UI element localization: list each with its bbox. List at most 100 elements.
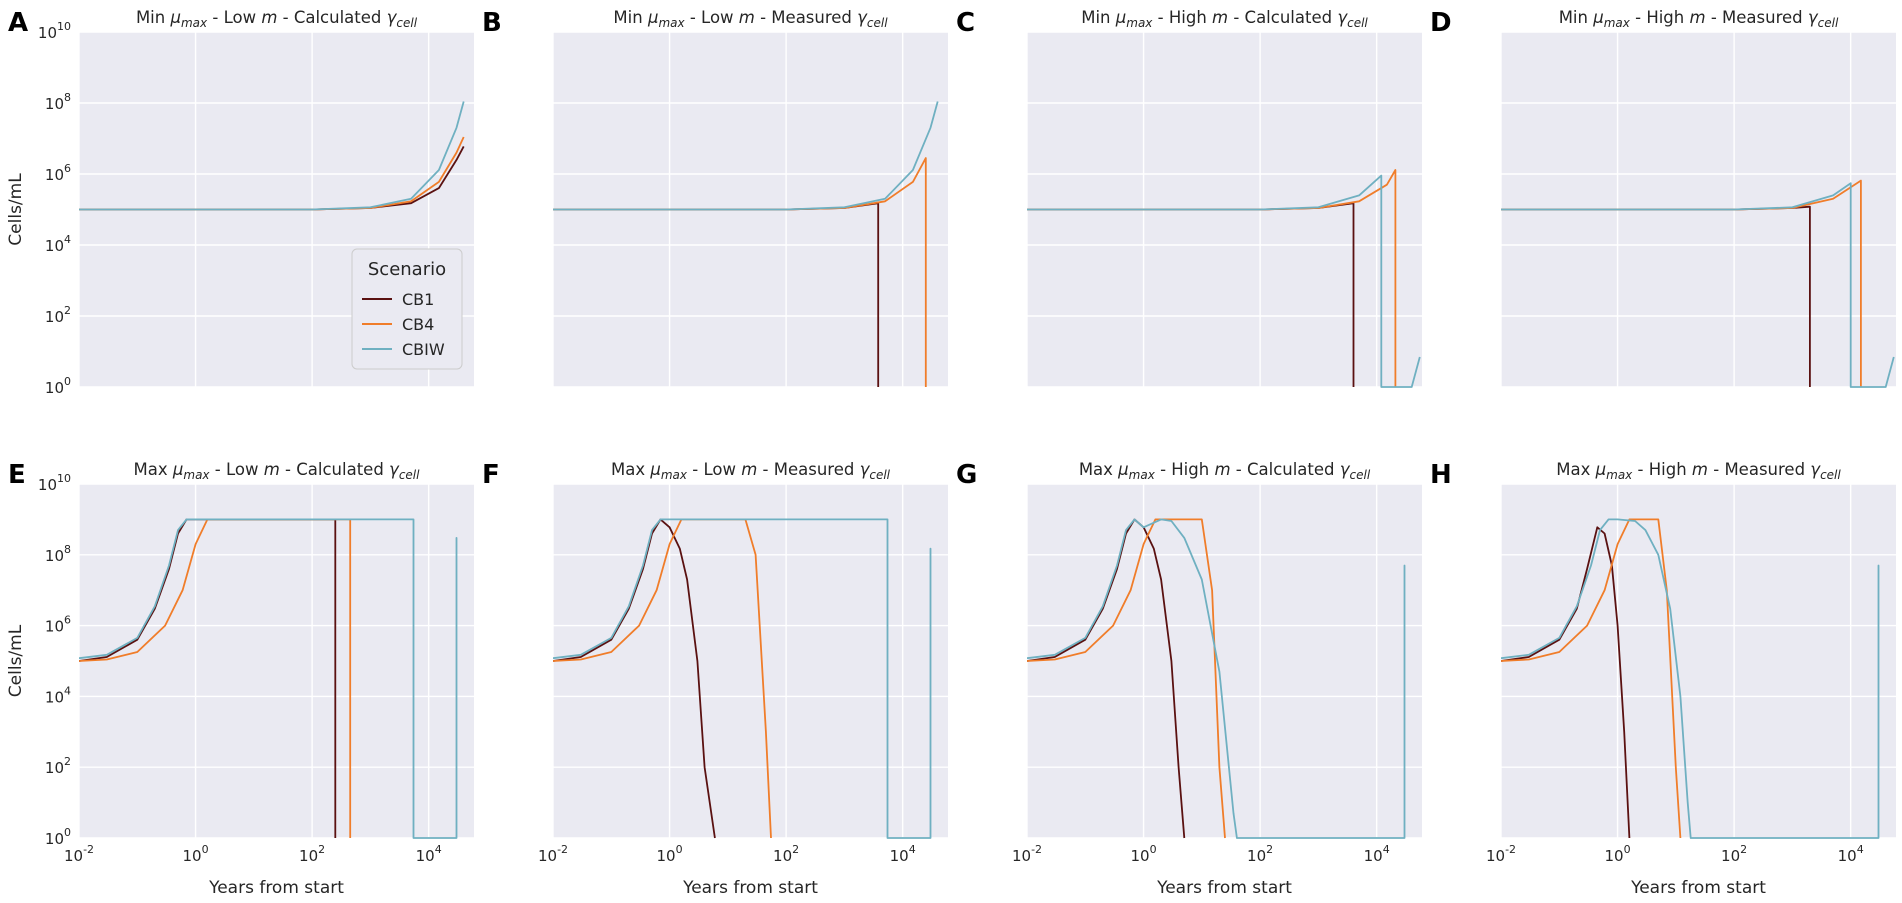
title-mu-sub: max xyxy=(1606,468,1633,482)
x-tick-label-exp: 4 xyxy=(1857,843,1864,856)
panel-C: C Min μmax - High m - Calculated γcell xyxy=(956,8,1422,388)
y-tick-label-base: 10 xyxy=(45,237,64,255)
x-tick-label: 100 xyxy=(1605,843,1631,865)
series-line-cbiw xyxy=(553,101,939,211)
legend: Scenario CB1 CB4 CBIW xyxy=(351,248,463,370)
title-prefix: Min xyxy=(1559,8,1594,27)
x-tick-label-base: 10 xyxy=(1721,847,1740,865)
panel-D: D Min μmax - High m - Measured γcell xyxy=(1430,8,1896,388)
title-mu: μ xyxy=(1115,8,1127,27)
x-axis-label: Years from start xyxy=(1630,878,1766,898)
panel-E-series xyxy=(79,518,458,839)
panel-C-series xyxy=(1027,169,1421,388)
panel-title: Max μmax - Low m - Calculated γcell xyxy=(134,460,421,482)
title-m: m xyxy=(1690,8,1706,27)
y-tick-label-base: 10 xyxy=(45,688,64,706)
panel-title: Max μmax - Low m - Measured γcell xyxy=(611,460,891,482)
title-m: m xyxy=(1692,460,1708,479)
x-tick-label-base: 10 xyxy=(773,847,792,865)
x-tick-label: 10-2 xyxy=(1012,843,1042,865)
x-tick-label-base: 10 xyxy=(1131,847,1150,865)
title-middle: - High xyxy=(1152,8,1212,27)
y-tick-label-exp: 10 xyxy=(57,472,71,485)
panel-G-series xyxy=(1027,518,1406,839)
title-gamma-sub: cell xyxy=(869,468,890,482)
y-tick-label-exp: 4 xyxy=(64,233,71,246)
title-gamma: γ xyxy=(1810,460,1821,479)
x-tick-label: 102 xyxy=(1721,843,1747,865)
x-tick-label: 102 xyxy=(1247,843,1273,865)
panel-title: Min μmax - High m - Measured γcell xyxy=(1559,8,1839,30)
title-prefix: Max xyxy=(1079,460,1118,479)
y-tick-label: 106 xyxy=(45,162,71,184)
panel-H-series xyxy=(1501,518,1880,839)
panel-G-background xyxy=(1027,484,1422,838)
x-tick-label-base: 10 xyxy=(1247,847,1266,865)
title-mu-sub: max xyxy=(183,468,210,482)
title-middle: - Low xyxy=(687,460,741,479)
x-tick-label: 104 xyxy=(416,843,442,865)
y-tick-label-exp: 0 xyxy=(64,375,71,388)
panel-F-series xyxy=(553,518,932,839)
legend-box xyxy=(351,248,463,370)
x-tick-label: 10-2 xyxy=(1486,843,1516,865)
title-mu-sub: max xyxy=(661,468,688,482)
series-line-cb4 xyxy=(553,518,772,839)
legend-label-cbiw: CBIW xyxy=(402,340,445,359)
x-tick-label-exp: -2 xyxy=(1031,843,1042,856)
y-tick-label: 108 xyxy=(45,543,71,565)
x-tick-label: 10-2 xyxy=(64,843,94,865)
panel-label: B xyxy=(482,8,502,38)
y-tick-label-base: 10 xyxy=(45,759,64,777)
title-tail: - Measured xyxy=(1706,8,1808,27)
x-tick-label-base: 10 xyxy=(890,847,909,865)
x-tick-label-exp: 4 xyxy=(909,843,916,856)
y-tick-label: 104 xyxy=(45,684,71,706)
title-gamma: γ xyxy=(387,8,398,27)
title-prefix: Min xyxy=(1081,8,1116,27)
title-mu: μ xyxy=(647,8,659,27)
title-m: m xyxy=(1212,8,1228,27)
title-gamma: γ xyxy=(1808,8,1819,27)
y-tick-label-base: 10 xyxy=(45,308,64,326)
title-prefix: Min xyxy=(613,8,648,27)
x-tick-label: 100 xyxy=(657,843,683,865)
title-mu: μ xyxy=(1595,460,1607,479)
x-tick-label-exp: -2 xyxy=(83,843,94,856)
y-tick-label: 1010 xyxy=(38,20,71,42)
title-tail: - Measured xyxy=(1708,460,1810,479)
title-m: m xyxy=(261,8,277,27)
title-middle: - Low xyxy=(207,8,261,27)
title-m: m xyxy=(264,460,280,479)
title-middle: - High xyxy=(1155,460,1215,479)
x-tick-label-base: 10 xyxy=(64,847,83,865)
series-line-cbiw xyxy=(1501,518,1880,839)
title-tail: - Calculated xyxy=(277,8,386,27)
x-tick-label: 100 xyxy=(1131,843,1157,865)
title-mu-sub: max xyxy=(1604,16,1631,30)
x-tick-label-base: 10 xyxy=(1838,847,1857,865)
y-tick-label-base: 10 xyxy=(38,476,57,494)
y-tick-label-base: 10 xyxy=(45,830,64,848)
x-axis-label: Years from start xyxy=(208,878,344,898)
title-mu-sub: max xyxy=(181,16,208,30)
series-line-cbiw xyxy=(1501,182,1895,388)
panel-label: G xyxy=(956,460,977,490)
x-tick-label-base: 10 xyxy=(299,847,318,865)
x-tick-label-exp: 2 xyxy=(1266,843,1273,856)
title-tail: - Calculated xyxy=(1231,460,1340,479)
title-m: m xyxy=(741,460,757,479)
title-middle: - Low xyxy=(210,460,264,479)
series-line-cb1 xyxy=(1501,526,1631,839)
x-tick-label: 10-2 xyxy=(538,843,568,865)
x-axis-label: Years from start xyxy=(682,878,818,898)
y-tick-label-base: 10 xyxy=(45,547,64,565)
title-prefix: Min xyxy=(136,8,171,27)
legend-label-cb1: CB1 xyxy=(402,290,434,309)
y-axis-label: Cells/mL xyxy=(6,173,26,246)
title-prefix: Max xyxy=(611,460,650,479)
y-tick-label-exp: 0 xyxy=(64,826,71,839)
x-tick-label-exp: -2 xyxy=(557,843,568,856)
